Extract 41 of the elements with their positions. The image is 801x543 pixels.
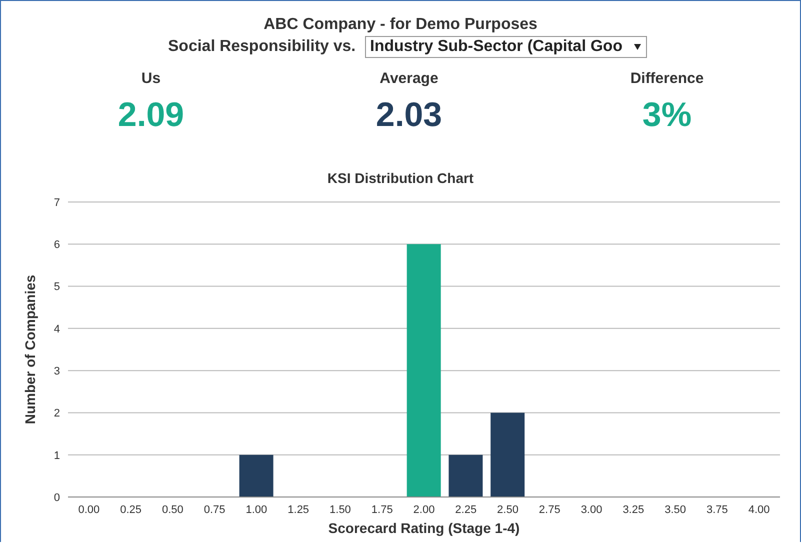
text: Industry Sub-Sector (Capital Goo bbox=[370, 38, 622, 56]
text: Difference bbox=[629, 70, 705, 87]
y-tick-label: 7 bbox=[54, 196, 60, 209]
chart-title: KSI Distribution Chart bbox=[326, 170, 475, 186]
text: Average bbox=[378, 70, 440, 87]
y-tick-label: 2 bbox=[54, 408, 60, 420]
x-axis-title: Scorecard Rating (Stage 1-4) bbox=[328, 520, 520, 536]
bar bbox=[239, 454, 274, 497]
y-tick-label: 3 bbox=[54, 365, 60, 378]
x-tick-label: 1.00 bbox=[246, 504, 268, 516]
x-tick-label: 0.00 bbox=[78, 504, 100, 516]
x-tick-label: 3.75 bbox=[706, 504, 728, 516]
text: Us bbox=[140, 70, 162, 87]
x-tick-label: 3.25 bbox=[622, 504, 644, 516]
y-tick-label: 5 bbox=[54, 281, 60, 294]
bar bbox=[448, 454, 483, 497]
bar bbox=[490, 412, 525, 497]
y-tick-label: 4 bbox=[54, 323, 60, 336]
text: 2.03 bbox=[374, 96, 444, 135]
x-tick-label: 3.00 bbox=[580, 504, 602, 516]
x-tick-label: 1.75 bbox=[371, 504, 393, 516]
x-tick-label: 1.50 bbox=[330, 504, 351, 516]
x-tick-label: 2.25 bbox=[455, 504, 477, 516]
text: 2.09 bbox=[116, 96, 186, 135]
bar bbox=[406, 244, 441, 497]
text: 3% bbox=[641, 96, 693, 135]
x-tick-label: 1.25 bbox=[288, 504, 310, 516]
y-tick-label: 1 bbox=[54, 450, 60, 462]
y-tick-label: 6 bbox=[54, 239, 60, 252]
text: Social Responsibility vs. bbox=[168, 38, 356, 56]
x-tick-label: 0.25 bbox=[120, 504, 142, 516]
x-tick-label: 3.50 bbox=[664, 504, 686, 516]
x-tick-label: 2.75 bbox=[538, 504, 560, 516]
y-tick-label: 0 bbox=[54, 492, 60, 504]
x-tick-label: 4.00 bbox=[748, 504, 770, 516]
x-tick-label: 2.50 bbox=[497, 504, 518, 516]
y-axis-title: Number of Companies bbox=[22, 274, 38, 424]
x-tick-label: 0.75 bbox=[204, 504, 226, 516]
x-tick-label: 2.00 bbox=[413, 504, 435, 516]
x-tick-label: 0.50 bbox=[162, 504, 184, 516]
text: ABC Company - for Demo Purposes bbox=[262, 16, 538, 34]
